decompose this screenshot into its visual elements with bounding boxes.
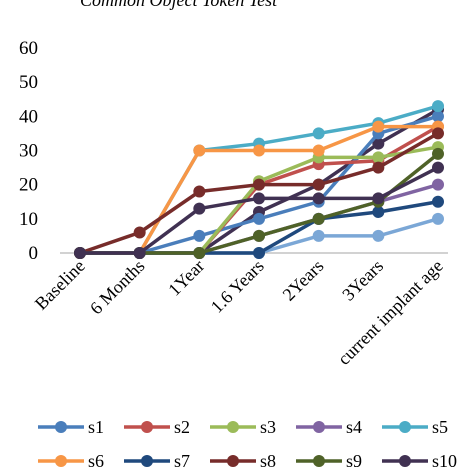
data-point (253, 229, 265, 242)
legend-label: s6 (88, 451, 104, 471)
data-point (312, 229, 325, 242)
legend-label: s9 (346, 451, 362, 471)
data-point (432, 161, 444, 174)
series-s7 (74, 195, 444, 259)
data-point (312, 144, 325, 157)
data-point (372, 151, 385, 164)
legend-label: s3 (260, 417, 276, 437)
y-tick-label: 40 (19, 106, 38, 127)
legend-label: s2 (174, 417, 190, 437)
legend-label: s1 (88, 417, 104, 437)
data-point (193, 144, 206, 157)
legend-label: s5 (432, 417, 448, 437)
legend-label: s10 (432, 451, 457, 471)
data-point (312, 127, 325, 140)
data-point (312, 192, 325, 205)
y-tick-label: 50 (19, 72, 38, 93)
y-tick-label: 60 (19, 38, 38, 59)
data-point (372, 161, 385, 174)
data-point (133, 247, 146, 259)
data-point (432, 147, 444, 160)
legend-item-s1: s1 (38, 417, 104, 437)
legend-item-s6: s6 (38, 451, 104, 471)
x-category-label: 1Year (164, 256, 208, 300)
data-point (74, 247, 86, 259)
data-point (432, 127, 444, 140)
legend-marker (313, 421, 325, 433)
legend-item-s2: s2 (124, 417, 190, 437)
data-point (372, 137, 385, 150)
y-tick-label: 0 (29, 243, 39, 264)
legend-item-s4: s4 (296, 417, 362, 437)
x-category-label: 3Years (338, 256, 387, 305)
y-tick-label: 10 (19, 209, 38, 230)
chart-title: Common Object Token Test (80, 0, 278, 10)
legend-label: s8 (260, 451, 276, 471)
data-point (432, 178, 444, 191)
data-point (312, 212, 325, 225)
legend-marker (55, 455, 67, 467)
legend-marker (55, 421, 67, 433)
data-point (432, 212, 444, 225)
data-point (253, 144, 265, 157)
data-point (193, 247, 206, 259)
legend-marker (399, 455, 411, 467)
legend-item-s8: s8 (210, 451, 276, 471)
x-category-label: Baseline (31, 256, 89, 314)
data-point (193, 185, 206, 198)
y-tick-label: 30 (19, 141, 38, 162)
legend-marker (313, 455, 325, 467)
data-point (312, 178, 325, 191)
legend-marker (399, 421, 411, 433)
data-point (253, 178, 265, 191)
legend: s1 s2 s3 s4 s5 s6 s7 s8 s9 s10 (38, 417, 457, 471)
data-point (133, 226, 146, 239)
y-tick-label: 20 (19, 175, 38, 196)
legend-item-s3: s3 (210, 417, 276, 437)
legend-item-s7: s7 (124, 451, 190, 471)
legend-item-s9: s9 (296, 451, 362, 471)
data-point (253, 247, 265, 259)
series-s10 (74, 161, 444, 259)
data-point (253, 192, 265, 205)
data-point (253, 212, 265, 225)
data-point (193, 202, 206, 215)
x-category-label: 2Years (279, 256, 328, 305)
x-category-label: current implant age (334, 256, 447, 369)
data-point (372, 229, 385, 242)
series-lines (74, 100, 444, 259)
legend-item-s5: s5 (382, 417, 448, 437)
legend-label: s7 (174, 451, 190, 471)
legend-marker (141, 421, 153, 433)
x-category-label: 6 Months (86, 256, 149, 319)
data-point (432, 110, 444, 123)
x-category-label: 1.6 Years (207, 256, 268, 317)
y-tick-labels: 0 10 20 30 40 50 60 (19, 38, 38, 264)
legend-label: s4 (346, 417, 362, 437)
data-point (372, 192, 385, 205)
legend-marker (227, 455, 239, 467)
data-point (432, 100, 444, 113)
legend-item-s10: s10 (382, 451, 457, 471)
legend-marker (227, 421, 239, 433)
data-point (372, 206, 385, 218)
data-point (193, 229, 206, 242)
legend-marker (141, 455, 153, 467)
data-point (372, 120, 385, 133)
data-point (432, 195, 444, 208)
